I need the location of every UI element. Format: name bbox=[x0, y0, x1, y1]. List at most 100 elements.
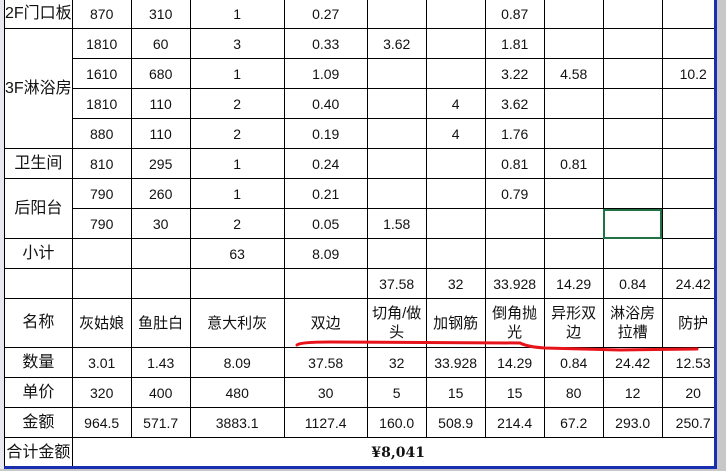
total-cell[interactable]: 0.84 bbox=[602, 268, 663, 299]
data-cell[interactable] bbox=[602, 88, 663, 119]
subtotal-cell[interactable]: 8.09 bbox=[283, 238, 368, 269]
summary-label-header[interactable]: 名称 bbox=[4, 298, 73, 348]
data-cell[interactable]: 1 bbox=[189, 58, 285, 89]
summary-cell-amount[interactable]: 508.9 bbox=[425, 407, 486, 438]
data-cell[interactable]: 2 bbox=[189, 118, 285, 149]
data-cell[interactable]: 0.40 bbox=[283, 88, 368, 119]
row-label-cell[interactable]: 3F淋浴房 bbox=[4, 28, 73, 149]
summary-cell-amount[interactable]: 160.0 bbox=[366, 407, 427, 438]
summary-cell-unit_price[interactable]: 5 bbox=[366, 377, 427, 408]
data-cell[interactable]: 3.22 bbox=[484, 58, 545, 89]
subtotal-cell[interactable]: 63 bbox=[189, 238, 285, 269]
summary-label-unit_price[interactable]: 单价 bbox=[4, 377, 73, 408]
summary-cell-amount[interactable]: 67.2 bbox=[543, 407, 604, 438]
summary-cell-quantity[interactable]: 37.58 bbox=[283, 347, 368, 378]
subtotal-label[interactable]: 小计 bbox=[4, 238, 73, 269]
data-cell[interactable]: 790 bbox=[71, 178, 132, 209]
total-cell[interactable] bbox=[283, 268, 368, 299]
data-cell[interactable]: 260 bbox=[130, 178, 191, 209]
summary-cell-header[interactable]: 灰姑娘 bbox=[71, 298, 132, 348]
data-cell[interactable] bbox=[366, 148, 427, 179]
data-cell[interactable]: 0.05 bbox=[283, 208, 368, 239]
subtotal-cell[interactable] bbox=[71, 238, 132, 269]
subtotal-cell[interactable] bbox=[366, 238, 427, 269]
summary-label-quantity[interactable]: 数量 bbox=[4, 347, 73, 378]
row-label-cell[interactable]: 卫生间 bbox=[4, 148, 73, 179]
data-cell[interactable]: 0.33 bbox=[283, 28, 368, 59]
data-cell[interactable]: 1.58 bbox=[366, 208, 427, 239]
data-cell[interactable] bbox=[543, 118, 604, 149]
data-cell[interactable] bbox=[425, 0, 486, 29]
summary-cell-amount[interactable]: 293.0 bbox=[602, 407, 663, 438]
summary-cell-unit_price[interactable]: 80 bbox=[543, 377, 604, 408]
subtotal-cell[interactable] bbox=[484, 238, 545, 269]
summary-cell-unit_price[interactable]: 400 bbox=[130, 377, 191, 408]
summary-cell-header[interactable]: 切角/做头 bbox=[366, 298, 427, 348]
data-cell[interactable] bbox=[425, 148, 486, 179]
data-cell[interactable]: 60 bbox=[130, 28, 191, 59]
data-cell[interactable]: 870 bbox=[71, 0, 132, 29]
data-cell[interactable] bbox=[602, 178, 663, 209]
summary-cell-quantity[interactable]: 24.42 bbox=[602, 347, 663, 378]
summary-cell-quantity[interactable]: 3.01 bbox=[71, 347, 132, 378]
data-cell[interactable] bbox=[366, 0, 427, 29]
summary-cell-quantity[interactable]: 1.43 bbox=[130, 347, 191, 378]
data-cell[interactable]: 1.09 bbox=[283, 58, 368, 89]
empty-cell[interactable] bbox=[4, 268, 73, 299]
data-cell[interactable]: 0.21 bbox=[283, 178, 368, 209]
data-cell[interactable]: 4 bbox=[425, 118, 486, 149]
data-cell[interactable]: 0.87 bbox=[484, 0, 545, 29]
data-cell[interactable] bbox=[425, 58, 486, 89]
data-cell[interactable]: 0.19 bbox=[283, 118, 368, 149]
data-cell[interactable]: 30 bbox=[130, 208, 191, 239]
summary-cell-amount[interactable]: 571.7 bbox=[130, 407, 191, 438]
data-cell[interactable]: 680 bbox=[130, 58, 191, 89]
data-cell[interactable]: 1 bbox=[189, 148, 285, 179]
summary-cell-unit_price[interactable]: 320 bbox=[71, 377, 132, 408]
total-cell[interactable] bbox=[130, 268, 191, 299]
summary-cell-unit_price[interactable]: 12 bbox=[602, 377, 663, 408]
subtotal-cell[interactable] bbox=[602, 238, 663, 269]
total-cell[interactable] bbox=[71, 268, 132, 299]
data-cell[interactable] bbox=[543, 178, 604, 209]
row-label-cell[interactable]: 后阳台 bbox=[4, 178, 73, 239]
summary-cell-quantity[interactable]: 8.09 bbox=[189, 347, 285, 378]
data-cell[interactable] bbox=[425, 28, 486, 59]
data-cell[interactable]: 3 bbox=[189, 28, 285, 59]
data-cell[interactable] bbox=[602, 148, 663, 179]
summary-cell-amount[interactable]: 3883.1 bbox=[189, 407, 285, 438]
summary-cell-quantity[interactable]: 14.29 bbox=[484, 347, 545, 378]
summary-cell-amount[interactable]: 1127.4 bbox=[283, 407, 368, 438]
data-cell[interactable] bbox=[366, 178, 427, 209]
data-cell[interactable]: 310 bbox=[130, 0, 191, 29]
summary-label-amount[interactable]: 金额 bbox=[4, 407, 73, 438]
data-cell[interactable] bbox=[543, 28, 604, 59]
data-cell[interactable] bbox=[543, 208, 604, 239]
data-cell[interactable]: 2 bbox=[189, 88, 285, 119]
data-cell[interactable]: 3.62 bbox=[484, 88, 545, 119]
total-cell[interactable] bbox=[189, 268, 285, 299]
grand-total-label[interactable]: 合计金额 bbox=[4, 437, 73, 468]
data-cell[interactable]: 4 bbox=[425, 88, 486, 119]
data-cell[interactable] bbox=[425, 178, 486, 209]
grand-total-value[interactable]: ¥8,041 bbox=[71, 437, 725, 468]
data-cell[interactable]: 1810 bbox=[71, 88, 132, 119]
data-cell[interactable]: 0.81 bbox=[484, 148, 545, 179]
total-cell[interactable]: 14.29 bbox=[543, 268, 604, 299]
summary-cell-quantity[interactable]: 33.928 bbox=[425, 347, 486, 378]
summary-cell-header[interactable]: 意大利灰 bbox=[189, 298, 285, 348]
subtotal-cell[interactable] bbox=[425, 238, 486, 269]
data-cell[interactable]: 0.24 bbox=[283, 148, 368, 179]
summary-cell-quantity[interactable]: 0.84 bbox=[543, 347, 604, 378]
data-cell[interactable]: 110 bbox=[130, 118, 191, 149]
summary-cell-header[interactable]: 鱼肚白 bbox=[130, 298, 191, 348]
summary-cell-unit_price[interactable]: 15 bbox=[484, 377, 545, 408]
data-cell[interactable]: 810 bbox=[71, 148, 132, 179]
subtotal-cell[interactable] bbox=[130, 238, 191, 269]
subtotal-cell[interactable] bbox=[543, 238, 604, 269]
data-cell[interactable]: 1.81 bbox=[484, 28, 545, 59]
summary-cell-header[interactable]: 加钢筋 bbox=[425, 298, 486, 348]
summary-cell-quantity[interactable]: 32 bbox=[366, 347, 427, 378]
data-cell[interactable] bbox=[543, 88, 604, 119]
data-cell[interactable] bbox=[602, 28, 663, 59]
